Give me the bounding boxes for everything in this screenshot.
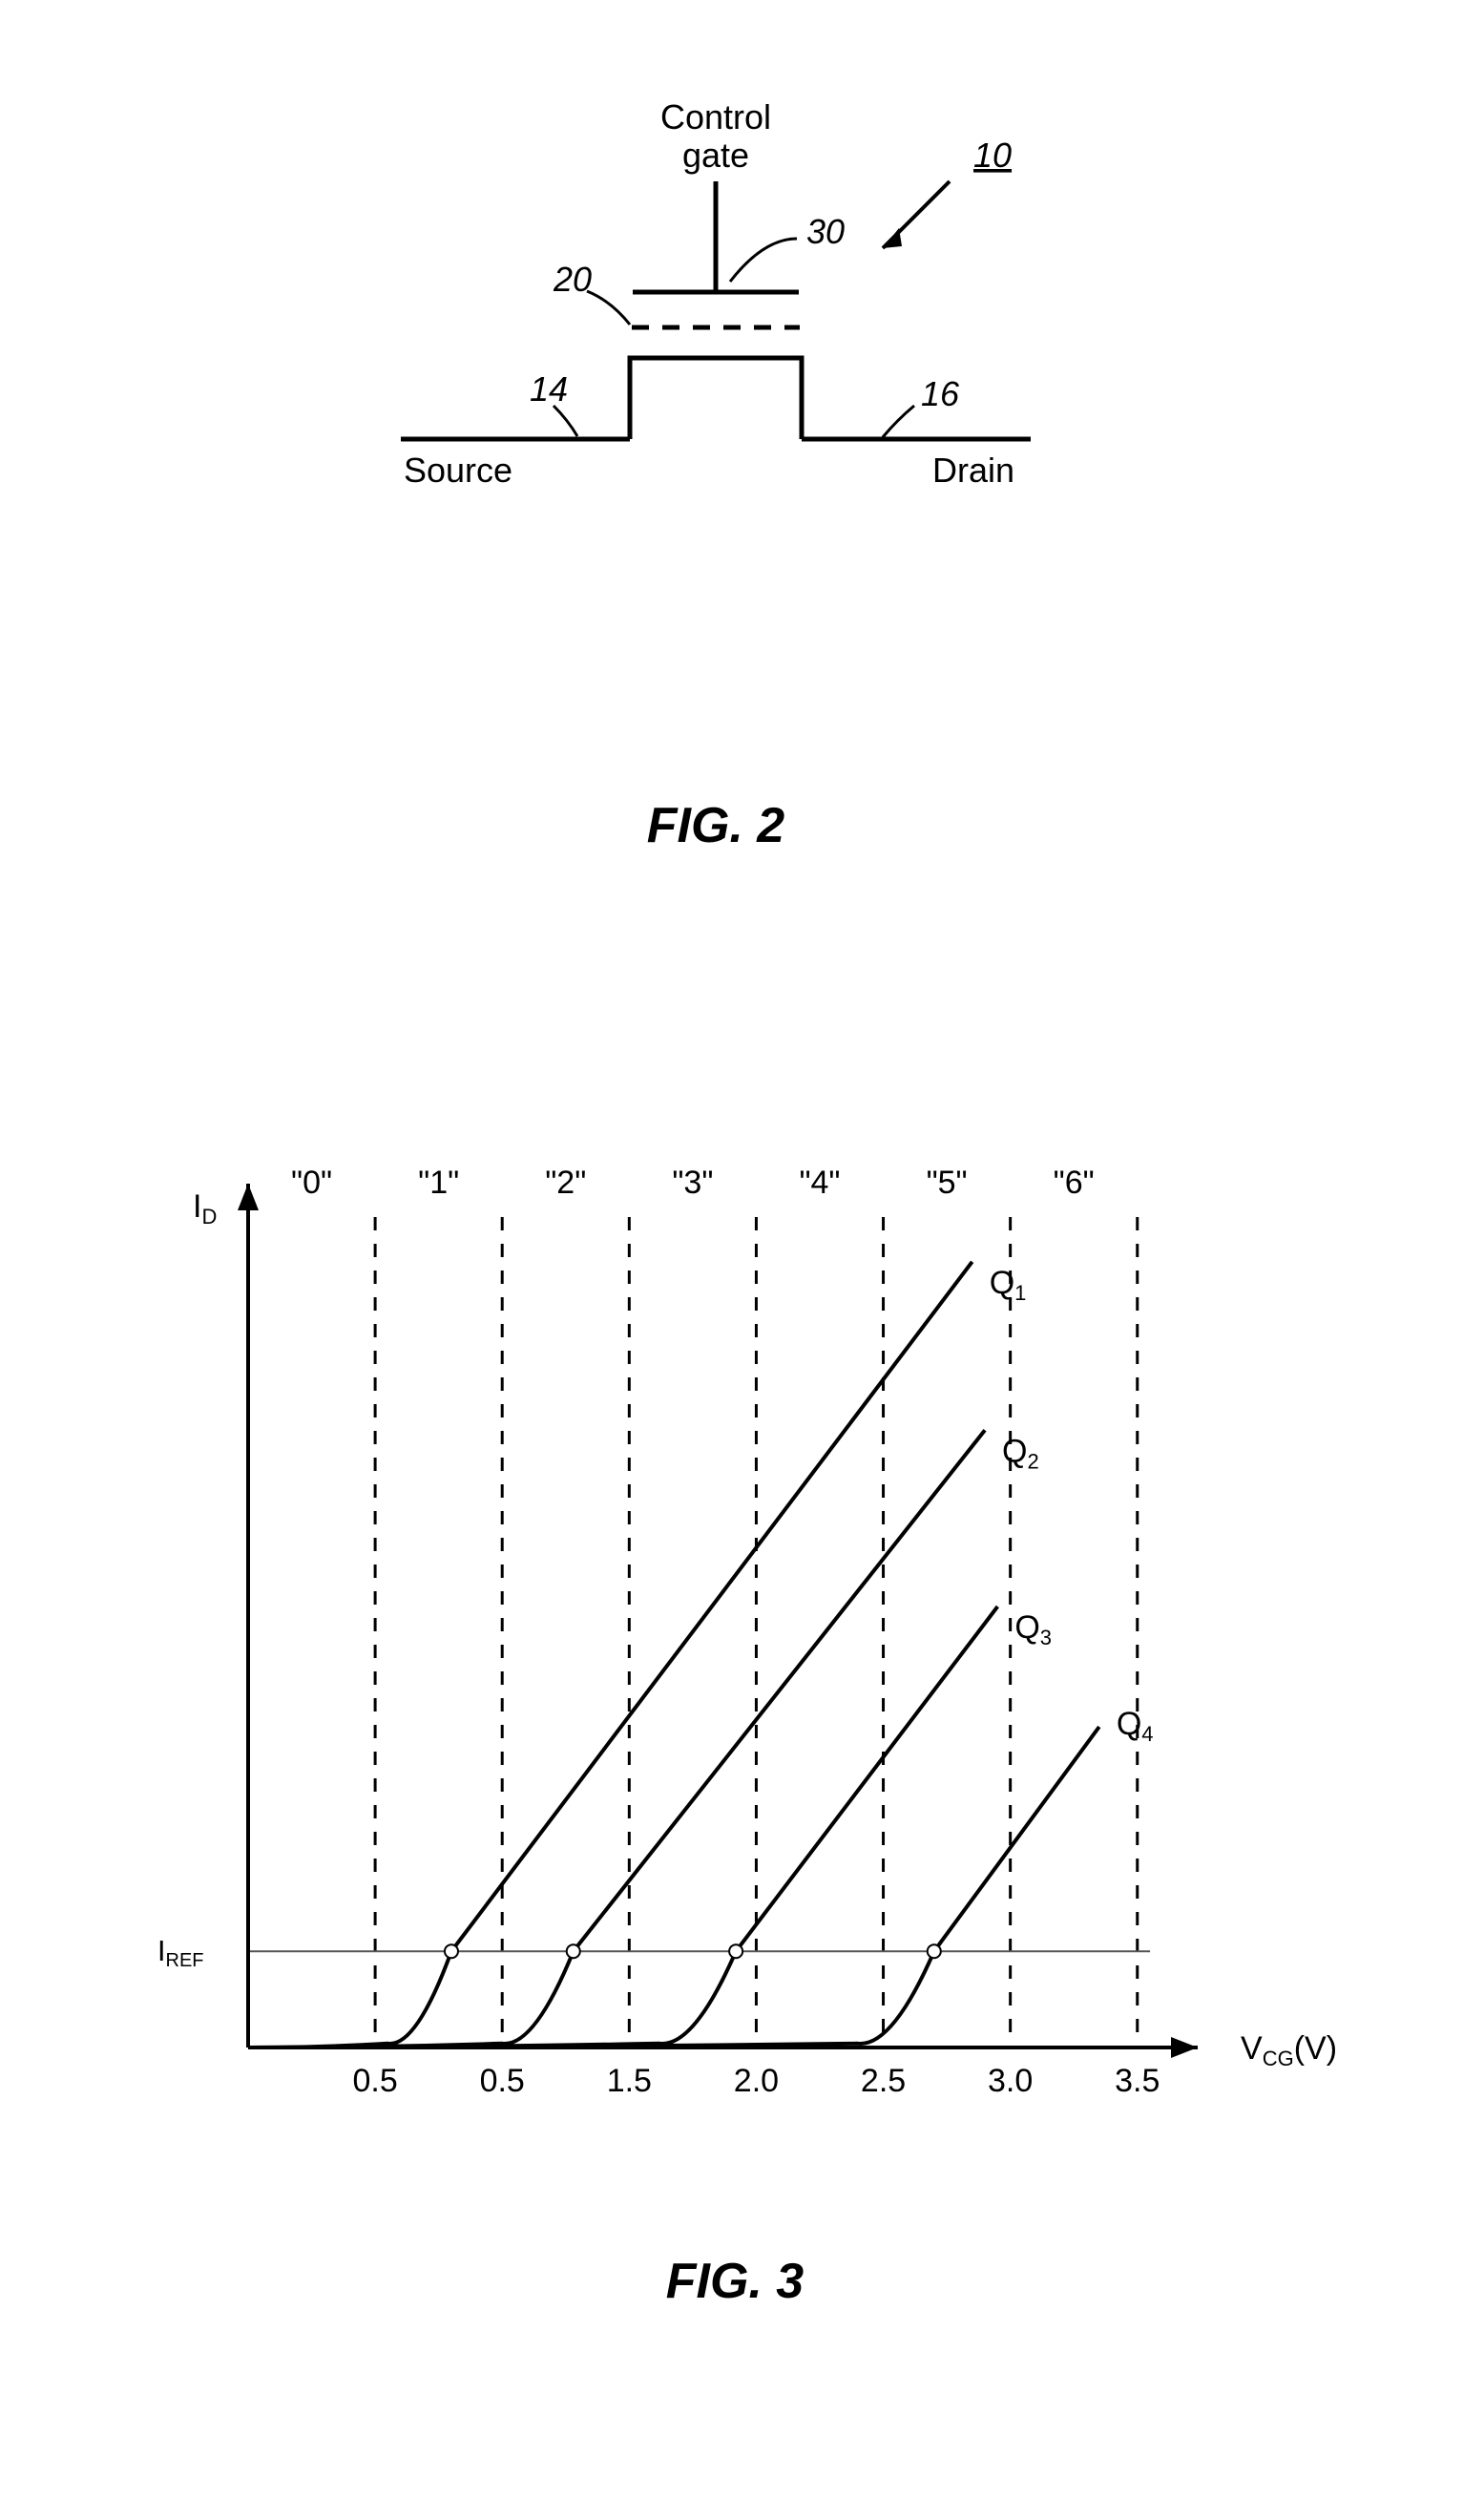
curve-q1	[248, 1262, 972, 2048]
xtick-label: 1.5	[607, 2063, 652, 2099]
ref-main-arrow	[883, 181, 950, 248]
state-label: "0"	[291, 1165, 332, 1201]
fig3-wrap: Q1 Q2 Q3 Q4 ID VCG(V) IREF 0.5 0.5 1.5 2.0 2.5 3.0 3.…	[105, 1102, 1365, 2324]
curve-q2	[248, 1430, 985, 2048]
xtick-label: 3.0	[988, 2063, 1033, 2099]
marker-q3	[729, 1944, 742, 1958]
marker-q1	[445, 1944, 458, 1958]
ref-drn: 16	[921, 374, 960, 413]
xtick-label: 0.5	[352, 2063, 397, 2099]
y-axis-label: ID	[193, 1188, 217, 1228]
fig2-svg: Control gate Source Drain 10 30 20 14 16	[286, 76, 1145, 764]
ref-drn-leader	[883, 406, 914, 437]
xtick-label: 2.5	[861, 2063, 906, 2099]
ref-cg: 30	[806, 212, 845, 251]
state-label: "3"	[672, 1165, 713, 1201]
fig2-caption: FIG. 2	[286, 797, 1145, 854]
ref-main: 10	[973, 136, 1012, 175]
x-axis-arrow	[1171, 2037, 1198, 2058]
y-axis-arrow	[238, 1184, 259, 1210]
state-label: "6"	[1054, 1165, 1095, 1201]
curve-label-q1: Q1	[990, 1265, 1027, 1305]
fig3-caption: FIG. 3	[105, 2253, 1365, 2310]
label-control-gate-2: gate	[682, 136, 749, 175]
label-drain: Drain	[932, 451, 1014, 490]
ref-src: 14	[530, 369, 568, 409]
curve-label-q3: Q3	[1014, 1609, 1052, 1649]
curve-q3	[248, 1606, 997, 2048]
label-source: Source	[404, 451, 512, 490]
xtick-label: 2.0	[734, 2063, 779, 2099]
x-axis-label: VCG(V)	[1241, 2030, 1337, 2070]
curve-label-q2: Q2	[1002, 1433, 1039, 1473]
ref-cg-leader	[730, 239, 797, 282]
marker-q2	[567, 1944, 580, 1958]
ref-fg: 20	[553, 260, 592, 299]
label-control-gate-1: Control	[660, 97, 771, 136]
xtick-label: 3.5	[1115, 2063, 1160, 2099]
state-label: "2"	[545, 1165, 586, 1201]
ref-src-leader	[554, 406, 577, 436]
state-label: "1"	[418, 1165, 459, 1201]
marker-q4	[928, 1944, 941, 1958]
fig2-wrap: Control gate Source Drain 10 30 20 14 16…	[286, 76, 1145, 764]
curve-label-q4: Q4	[1117, 1706, 1154, 1746]
ref-fg-leader	[587, 291, 630, 325]
xtick-label: 0.5	[480, 2063, 525, 2099]
state-label: "4"	[799, 1165, 840, 1201]
iref-label: IREF	[157, 1935, 204, 1971]
state-label: "5"	[927, 1165, 968, 1201]
fig3-svg: Q1 Q2 Q3 Q4 ID VCG(V) IREF 0.5 0.5 1.5 2.0 2.5 3.0 3.…	[105, 1102, 1365, 2200]
